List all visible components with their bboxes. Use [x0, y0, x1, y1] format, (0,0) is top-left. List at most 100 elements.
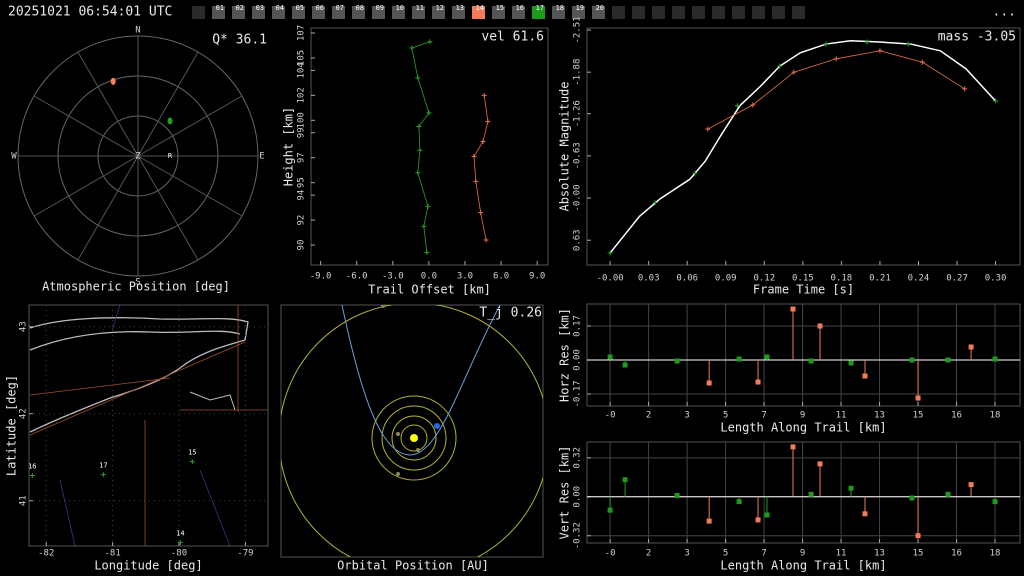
stem-marker: [736, 356, 742, 362]
x-tick-label: 9: [800, 549, 805, 559]
stem-marker: [909, 495, 915, 501]
x-tick-label: 0.06: [676, 274, 698, 284]
station-label: 16: [28, 463, 36, 471]
frame-box[interactable]: [352, 6, 365, 19]
point-marker: [962, 86, 968, 92]
stem-marker: [674, 493, 680, 499]
stem-marker: [790, 306, 796, 312]
frame-label: 15: [496, 4, 504, 12]
frame-label: 14: [476, 4, 484, 12]
frame-box[interactable]: [392, 6, 405, 19]
frame-label: 12: [436, 4, 444, 12]
stem-marker: [992, 356, 998, 362]
series-line: [473, 95, 489, 241]
point-marker: [478, 210, 484, 216]
stem-marker: [622, 477, 628, 483]
frame-box[interactable]: [212, 6, 225, 19]
stem-marker: [848, 360, 854, 366]
frame-box[interactable]: [312, 6, 325, 19]
stem-marker: [674, 358, 680, 364]
point-marker: [421, 223, 427, 229]
frame-label: 01: [216, 4, 224, 12]
frame-label: 05: [296, 4, 304, 12]
frame-box-empty: [632, 6, 645, 19]
stem-marker: [755, 517, 761, 523]
x-tick-label: -0.00: [597, 274, 624, 284]
frame-box-empty: [732, 6, 745, 19]
stem-marker: [764, 512, 770, 518]
frame-box[interactable]: [232, 6, 245, 19]
frame-label: 02: [236, 4, 244, 12]
stem-marker: [817, 461, 823, 467]
x-tick-label: -82: [38, 549, 54, 559]
plot-frame: [28, 304, 269, 547]
x-axis-title: Longitude [deg]: [94, 559, 202, 573]
x-tick-label: 0.09: [715, 274, 737, 284]
x-tick-label: 0.0: [421, 272, 437, 282]
frame-box-empty: [192, 6, 205, 19]
frame-box[interactable]: [492, 6, 505, 19]
frame-label: 18: [556, 4, 564, 12]
frame-box[interactable]: [592, 6, 605, 19]
frame-label: 10: [396, 4, 404, 12]
plot-frame: [310, 27, 549, 266]
frame-box[interactable]: [272, 6, 285, 19]
frame-box[interactable]: [332, 6, 345, 19]
frame-label: 03: [256, 4, 264, 12]
frame-box[interactable]: [452, 6, 465, 19]
frame-box[interactable]: [252, 6, 265, 19]
orbit-diagram: [281, 305, 543, 557]
polar-spoke: [137, 95, 243, 157]
x-axis-title: Frame Time [s]: [753, 283, 854, 297]
series-line: [707, 50, 965, 130]
y-tick-label: 95: [297, 177, 307, 188]
stem-marker: [706, 380, 712, 386]
frame-box[interactable]: [432, 6, 445, 19]
frame-box[interactable]: [372, 6, 385, 19]
polar-spoke: [137, 155, 199, 261]
frame-box[interactable]: [292, 6, 305, 19]
annotation: vel 61.6: [481, 30, 544, 45]
frame-box[interactable]: [412, 6, 425, 19]
x-tick-label: 0.21: [869, 274, 891, 284]
point-marker: [833, 56, 839, 62]
y-tick-label: 99: [297, 127, 307, 138]
point-marker: [823, 41, 829, 47]
x-tick-label: 18: [990, 549, 1001, 559]
frame-box-empty: [652, 6, 665, 19]
y-axis-title: Height [km]: [282, 107, 296, 186]
y-tick-label: 97: [297, 152, 307, 163]
station-label: 15: [188, 449, 196, 457]
frame-label: 06: [316, 4, 324, 12]
menu[interactable]: ...: [993, 5, 1016, 20]
x-tick-label: 18: [990, 411, 1001, 421]
stem-marker: [706, 518, 712, 524]
frame-box[interactable]: [512, 6, 525, 19]
frame-box[interactable]: [472, 6, 485, 19]
point-marker: [409, 45, 415, 51]
stem-marker: [862, 511, 868, 517]
stem-marker: [764, 354, 770, 360]
x-tick-label: 3.0: [457, 272, 473, 282]
point-marker: [791, 69, 797, 75]
stem-marker: [808, 358, 814, 364]
y-tick-label: 43: [19, 321, 29, 332]
polar-spoke: [77, 51, 139, 157]
frame-box[interactable]: [532, 6, 545, 19]
y-tick-label: 102: [297, 87, 307, 103]
x-tick-label: 13: [874, 549, 885, 559]
x-tick-label: 0.15: [792, 274, 814, 284]
stem-marker: [992, 499, 998, 505]
x-tick-label: 0.18: [831, 274, 853, 284]
frame-label: 16: [516, 4, 524, 12]
point-marker: [485, 119, 491, 125]
x-axis-title: Orbital Position [AU]: [337, 559, 489, 573]
frame-box[interactable]: [572, 6, 585, 19]
frame-label: 08: [356, 4, 364, 12]
point-marker: [652, 200, 658, 206]
polar-spoke: [77, 155, 139, 261]
map-base: [29, 305, 268, 546]
frame-box[interactable]: [552, 6, 565, 19]
point-marker: [473, 178, 479, 184]
